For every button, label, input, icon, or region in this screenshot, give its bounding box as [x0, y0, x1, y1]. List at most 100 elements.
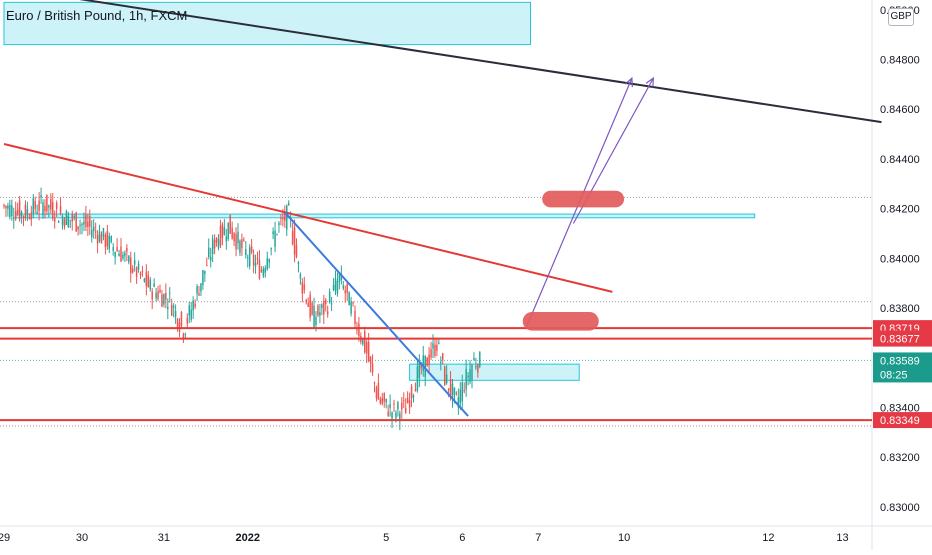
candle	[211, 234, 214, 263]
candle	[379, 396, 382, 405]
candle-body	[155, 292, 157, 299]
candle	[247, 254, 249, 268]
candle-body	[92, 226, 95, 231]
candle-body	[89, 215, 91, 227]
candle	[14, 201, 17, 221]
chart-title: Euro / British Pound, 1h, FXCM	[6, 8, 188, 23]
candle	[479, 351, 481, 369]
y-tick-label: 0.84600	[880, 104, 920, 116]
candle-body	[79, 224, 81, 226]
candle	[389, 394, 391, 417]
candle-body	[61, 216, 64, 225]
candle	[69, 219, 72, 228]
candle	[348, 291, 350, 306]
candle-body	[167, 306, 169, 310]
candle	[344, 285, 346, 303]
candle	[440, 356, 442, 371]
candle-body	[432, 343, 434, 349]
x-tick-label: 7	[535, 532, 541, 544]
candle-body	[126, 247, 128, 252]
highlight-marker	[522, 311, 599, 331]
arrow-head	[645, 76, 655, 88]
candle-body	[239, 240, 241, 253]
candle	[332, 278, 335, 292]
candle	[28, 213, 31, 220]
candle	[245, 241, 247, 259]
candle	[266, 251, 268, 271]
candle-body	[114, 252, 116, 258]
candle	[116, 238, 118, 253]
candle-body	[206, 264, 208, 266]
candle-body	[282, 217, 284, 220]
candle	[426, 356, 428, 367]
candle	[254, 254, 257, 274]
candle	[354, 305, 356, 329]
candle-body	[438, 342, 440, 344]
candle	[381, 392, 384, 406]
candle	[241, 233, 243, 256]
candle	[233, 232, 235, 247]
candle	[194, 299, 196, 310]
candle-body	[18, 200, 21, 220]
candle	[358, 317, 360, 342]
candle-body	[344, 290, 346, 294]
candle-body	[364, 331, 366, 353]
candle-body	[309, 294, 311, 318]
candle-body	[403, 400, 405, 402]
candle	[110, 235, 112, 244]
candle	[130, 251, 132, 283]
candle-body	[356, 329, 358, 331]
candle	[192, 296, 194, 319]
candle	[325, 297, 327, 312]
candle-body	[248, 247, 251, 267]
candle-body	[418, 361, 421, 379]
candle	[122, 251, 124, 261]
candle	[385, 398, 387, 409]
candle	[477, 363, 479, 378]
candle	[219, 219, 222, 249]
candle-body	[297, 262, 300, 265]
currency-badge[interactable]: GBP	[888, 8, 914, 26]
candle	[141, 265, 144, 277]
candle	[65, 209, 68, 226]
candle	[91, 220, 93, 243]
candle	[321, 303, 323, 316]
candle-body	[176, 319, 179, 329]
candle	[291, 222, 294, 246]
candle-body	[284, 212, 286, 221]
candle-body	[28, 217, 31, 219]
x-tick-label: 6	[459, 532, 465, 544]
candle-body	[110, 236, 112, 242]
candle	[274, 221, 276, 253]
candle	[94, 222, 97, 239]
candle	[352, 301, 354, 307]
levels-layer	[0, 196, 872, 427]
candle	[418, 354, 421, 388]
candle-body	[120, 246, 122, 262]
candle-body	[443, 366, 446, 386]
candle	[313, 297, 315, 328]
candle-body	[122, 254, 124, 259]
candle-body	[215, 237, 218, 243]
candle-body	[63, 219, 66, 227]
candle-body	[3, 204, 5, 207]
candle	[422, 345, 424, 377]
candle	[200, 283, 202, 296]
candle	[221, 222, 224, 246]
candle-body	[459, 389, 462, 404]
candle-body	[73, 216, 75, 218]
y-tick-label: 0.84400	[880, 154, 920, 166]
candle-body	[52, 202, 54, 219]
candle	[367, 332, 370, 363]
candle	[326, 305, 329, 318]
candle-body	[317, 305, 319, 316]
candle	[85, 205, 87, 232]
x-tick-label: 13	[836, 532, 848, 544]
candle-body	[377, 383, 380, 400]
candle-body	[245, 248, 247, 256]
price-label-box	[873, 412, 932, 429]
candle-body	[137, 263, 140, 270]
candle	[22, 215, 25, 227]
